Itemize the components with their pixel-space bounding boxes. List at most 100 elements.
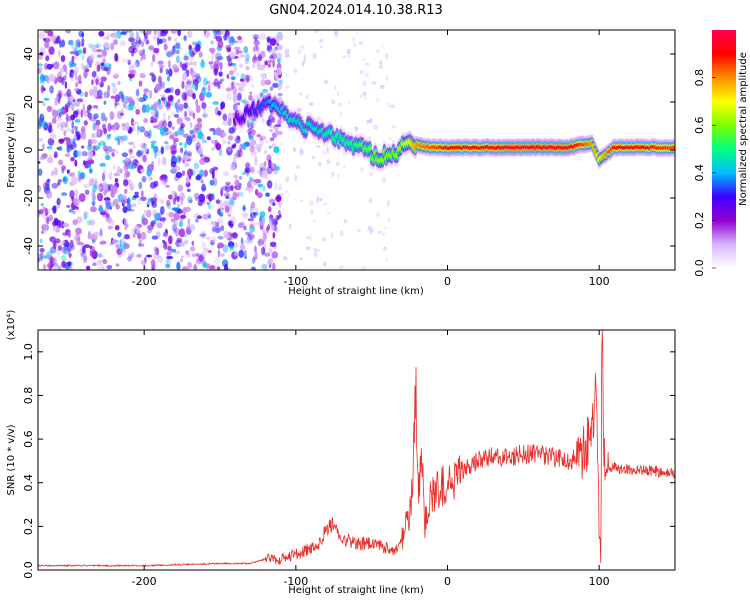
noise-speckle	[262, 88, 268, 94]
noise-speckle	[250, 120, 255, 130]
noise-speckle	[201, 102, 207, 110]
noise-speckle	[146, 168, 152, 177]
noise-speckle	[73, 66, 79, 74]
noise-speckle	[322, 261, 327, 267]
noise-speckle	[179, 124, 183, 131]
noise-speckle	[278, 143, 284, 147]
noise-speckle	[237, 86, 243, 92]
noise-speckle	[383, 246, 387, 251]
noise-speckle	[194, 43, 201, 53]
noise-speckle	[192, 93, 196, 100]
noise-speckle	[125, 105, 131, 111]
noise-speckle	[268, 145, 272, 149]
noise-speckle	[211, 193, 215, 201]
noise-speckle	[58, 138, 65, 143]
noise-speckle	[166, 199, 171, 207]
noise-speckle	[219, 211, 224, 217]
noise-speckle	[84, 189, 90, 195]
noise-speckle	[92, 145, 96, 151]
noise-speckle	[230, 76, 236, 81]
noise-speckle	[260, 246, 266, 256]
noise-speckle	[77, 49, 83, 55]
noise-speckle	[40, 203, 44, 207]
noise-speckle	[222, 120, 229, 126]
noise-speckle	[233, 143, 237, 148]
noise-speckle	[273, 140, 277, 146]
noise-speckle	[316, 248, 320, 253]
y-tick-label: 0.6	[22, 430, 35, 448]
noise-speckle	[56, 204, 61, 209]
noise-speckle	[96, 124, 99, 130]
noise-speckle	[316, 145, 321, 149]
noise-speckle	[180, 196, 184, 206]
noise-speckle	[128, 46, 134, 54]
noise-speckle	[92, 177, 99, 182]
noise-speckle	[102, 49, 108, 57]
noise-speckle	[254, 251, 258, 258]
noise-speckle	[154, 152, 157, 159]
noise-speckle	[265, 154, 271, 159]
noise-speckle	[233, 174, 238, 179]
noise-speckle	[140, 168, 145, 173]
noise-speckle	[167, 145, 171, 150]
noise-speckle	[362, 80, 367, 87]
noise-speckle	[271, 143, 276, 148]
noise-speckle	[74, 206, 79, 210]
noise-speckle	[301, 62, 305, 67]
noise-speckle	[70, 141, 77, 150]
noise-speckle	[175, 172, 183, 179]
noise-speckle	[102, 123, 106, 130]
noise-speckle	[181, 63, 187, 71]
noise-speckle	[277, 95, 283, 102]
noise-speckle	[134, 42, 138, 51]
noise-speckle	[56, 265, 62, 270]
noise-speckle	[161, 120, 168, 128]
noise-speckle	[52, 225, 60, 232]
noise-speckle	[250, 205, 253, 213]
colorbar-tick-label: 0.6	[693, 116, 706, 134]
noise-speckle	[103, 36, 110, 40]
noise-speckle	[260, 73, 267, 80]
noise-speckle	[122, 195, 128, 205]
noise-speckle	[185, 117, 191, 122]
noise-speckle	[135, 254, 143, 258]
noise-speckle	[48, 46, 55, 55]
noise-speckle	[162, 127, 169, 133]
noise-speckle	[183, 102, 188, 109]
noise-speckle	[127, 256, 132, 262]
noise-speckle	[319, 197, 323, 202]
noise-speckle	[144, 38, 150, 46]
noise-speckle	[214, 256, 221, 265]
noise-speckle	[110, 42, 115, 51]
noise-speckle	[254, 36, 258, 42]
noise-speckle	[377, 230, 383, 234]
noise-speckle	[186, 188, 191, 193]
noise-speckle	[285, 176, 290, 183]
noise-speckle	[261, 263, 268, 270]
noise-speckle	[227, 117, 232, 127]
noise-speckle	[177, 156, 182, 162]
noise-speckle	[282, 255, 288, 261]
noise-speckle	[113, 72, 120, 78]
noise-speckle	[102, 145, 109, 151]
noise-speckle	[150, 197, 158, 203]
noise-speckle	[201, 134, 205, 141]
y-tick-label: 0.0	[22, 561, 35, 579]
noise-speckle	[178, 220, 184, 228]
noise-speckle	[178, 103, 184, 112]
noise-speckle	[166, 251, 172, 256]
noise-speckle	[44, 207, 49, 217]
noise-speckle	[299, 92, 303, 95]
spectrogram-y-axis-label: Frequency (Hz)	[6, 112, 17, 188]
noise-speckle	[277, 210, 281, 215]
noise-speckle	[92, 184, 97, 193]
noise-speckle	[165, 68, 169, 75]
noise-speckle	[209, 179, 215, 186]
noise-speckle	[133, 69, 137, 76]
noise-speckle	[102, 258, 108, 265]
noise-speckle	[278, 79, 283, 85]
noise-speckle	[233, 46, 241, 51]
noise-speckle	[43, 37, 51, 43]
y-tick-label: 20	[22, 95, 35, 109]
noise-speckle	[278, 200, 282, 209]
